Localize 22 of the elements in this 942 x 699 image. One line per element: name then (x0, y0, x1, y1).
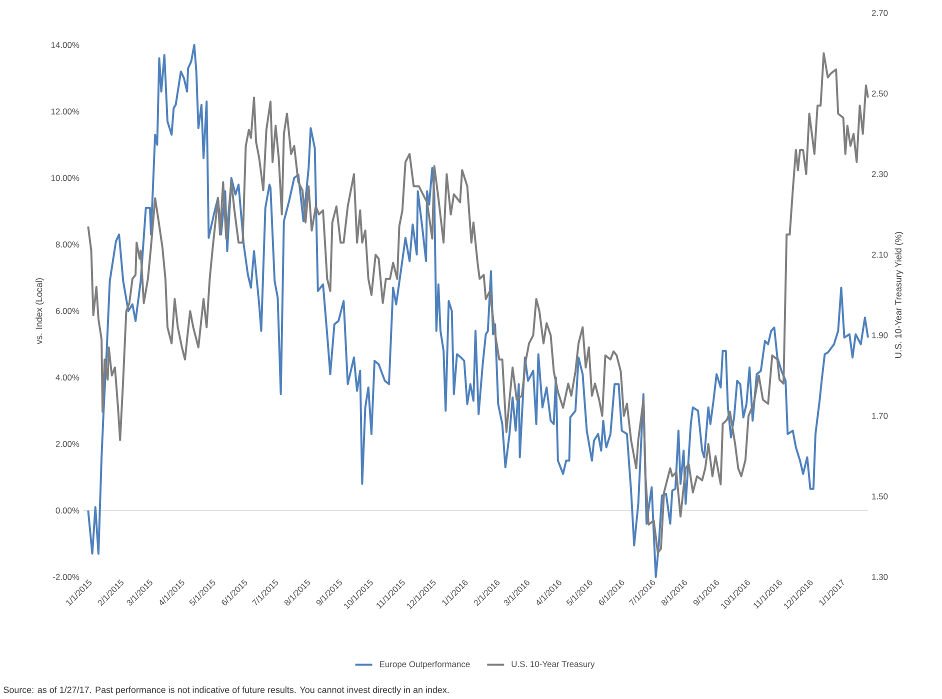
y-tick-label: 14.00% (51, 42, 80, 48)
y-tick-label: -2.00% (53, 574, 80, 580)
y-tick-label: 4.00% (56, 374, 80, 380)
y2-tick-label: 2.70 (872, 10, 888, 16)
y-tick-label: 10.00% (51, 174, 80, 181)
y-tick-label: 8.00% (56, 241, 80, 248)
y2-tick-label: 2.50 (872, 90, 888, 97)
y-axis-title: vs. Index (Local) (36, 278, 44, 344)
y-tick-label: 12.00% (51, 108, 80, 114)
y-tick-label: 0.00% (56, 507, 80, 514)
y-tick-label: 2.00% (56, 440, 80, 447)
legend-label: Europe Outperformance (380, 660, 470, 669)
source-note: Source: as of 1/27/17. Past performance is not indicative of future results. You cannot invest directly in an index. (4, 686, 449, 695)
y2-tick-label: 1.50 (872, 493, 888, 500)
y2-tick-label: 2.30 (872, 171, 888, 178)
y2-tick-label: 1.30 (872, 574, 888, 580)
y2-axis-title: U.S. 10-Year Treasury Yield (%) (894, 232, 904, 358)
y-tick-label: 6.00% (56, 308, 80, 314)
y2-tick-label: 1.90 (872, 332, 888, 338)
y2-tick-label: 1.70 (872, 412, 888, 419)
legend-label: U.S. 10-Year Treasury (512, 661, 595, 669)
y2-tick-label: 2.10 (872, 252, 888, 258)
